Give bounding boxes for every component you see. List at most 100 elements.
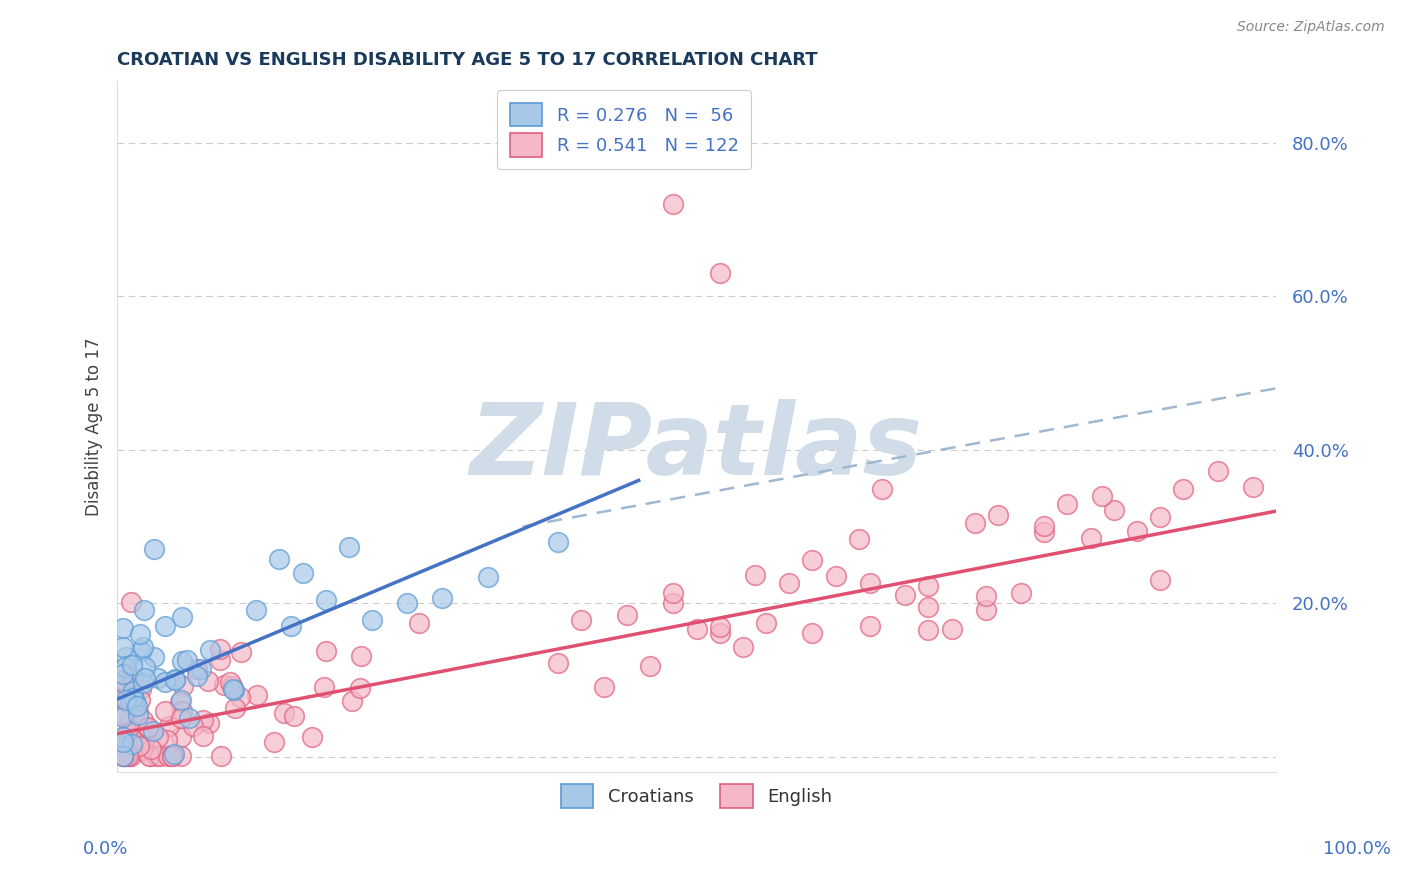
Point [115,649,138,664]
Point [222,682,245,697]
Point [1173,482,1195,496]
Point [122,684,145,698]
Point [157,748,180,763]
Y-axis label: Disability Age 5 to 17: Disability Age 5 to 17 [86,337,103,516]
Point [312,680,335,694]
Point [246,689,269,703]
Point [112,676,135,690]
Point [131,737,153,751]
Point [121,737,143,751]
Point [157,719,180,733]
Point [778,576,800,591]
Point [111,673,134,687]
Point [122,691,145,706]
Point [148,748,170,763]
Point [987,508,1010,522]
Point [848,532,870,546]
Point [350,649,373,664]
Point [894,588,917,602]
Point [1149,510,1171,524]
Point [172,654,194,668]
Point [224,701,246,715]
Point [1126,524,1149,538]
Point [118,694,141,708]
Point [974,603,997,617]
Point [301,731,323,745]
Point [638,659,661,673]
Point [1149,573,1171,587]
Point [859,576,882,591]
Point [114,693,136,707]
Point [337,541,360,555]
Point [177,711,200,725]
Point [190,662,212,676]
Point [111,748,134,763]
Point [191,713,214,727]
Point [269,552,291,566]
Point [917,599,939,614]
Point [111,707,134,722]
Point [197,673,219,688]
Point [120,670,142,684]
Point [1241,480,1264,494]
Point [273,706,295,720]
Point [139,748,162,763]
Point [169,696,191,710]
Point [128,627,150,641]
Point [111,681,134,695]
Point [118,679,141,693]
Point [111,693,134,707]
Point [801,626,824,640]
Point [129,682,152,697]
Point [169,731,191,745]
Point [547,656,569,670]
Point [136,720,159,734]
Point [111,666,134,681]
Point [112,748,135,763]
Point [186,669,208,683]
Point [1033,524,1056,539]
Point [569,613,592,627]
Point [198,643,221,657]
Point [731,640,754,655]
Point [212,678,235,692]
Point [142,650,165,665]
Point [176,653,198,667]
Point [221,679,243,693]
Point [218,675,240,690]
Point [963,516,986,531]
Point [859,618,882,632]
Legend: Croatians, English: Croatians, English [554,777,839,815]
Point [129,693,152,707]
Point [245,602,267,616]
Point [111,688,134,702]
Point [283,709,305,723]
Text: ZIPatlas: ZIPatlas [470,399,924,496]
Point [141,742,163,756]
Point [111,640,134,654]
Point [917,579,939,593]
Point [127,706,149,720]
Point [165,672,187,686]
Text: Source: ZipAtlas.com: Source: ZipAtlas.com [1237,20,1385,34]
Point [709,620,731,634]
Point [801,553,824,567]
Point [547,535,569,549]
Point [131,640,153,654]
Point [124,694,146,708]
Point [1033,519,1056,533]
Point [709,266,731,280]
Point [662,197,685,211]
Point [315,592,337,607]
Point [395,595,418,609]
Point [117,723,139,738]
Point [136,721,159,735]
Point [120,594,142,608]
Point [181,718,204,732]
Point [134,671,156,685]
Point [229,690,252,704]
Point [1206,464,1229,478]
Point [280,619,302,633]
Text: CROATIAN VS ENGLISH DISABILITY AGE 5 TO 17 CORRELATION CHART: CROATIAN VS ENGLISH DISABILITY AGE 5 TO … [117,51,818,69]
Point [153,704,176,718]
